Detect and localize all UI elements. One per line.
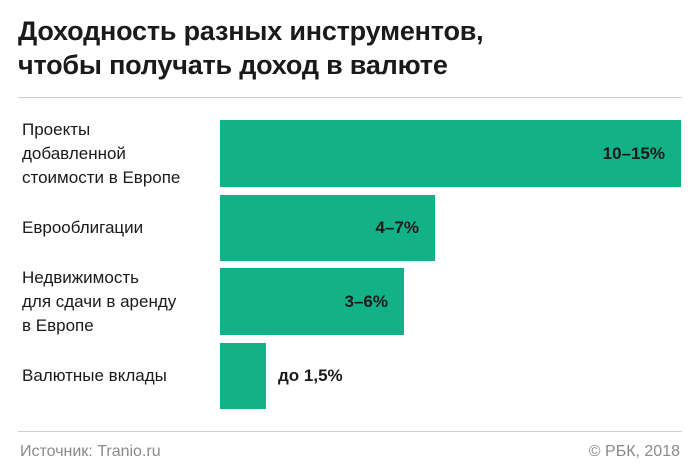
source-note: Источник: Tranio.ru xyxy=(20,443,161,460)
top-divider xyxy=(18,97,682,98)
bar xyxy=(220,268,404,335)
category-label: Недвижимость для сдачи в аренду в Европе xyxy=(22,267,177,335)
bar xyxy=(220,195,435,261)
copyright-note: © РБК, 2018 xyxy=(588,443,680,460)
chart-title: Доходность разных инструментов, чтобы по… xyxy=(18,14,682,82)
category-label: Еврооблигации xyxy=(22,218,144,237)
bar xyxy=(220,343,266,409)
category-label: Проекты добавленной стоимости в Европе xyxy=(22,119,181,187)
chart-title-line-1: Доходность разных инструментов, xyxy=(18,16,484,46)
value-label: 3–6% xyxy=(344,291,388,311)
value-label: 4–7% xyxy=(375,218,419,237)
value-label: до 1,5% xyxy=(278,366,343,385)
bottom-divider xyxy=(18,431,682,432)
bar xyxy=(220,120,681,187)
category-label: Валютные вклады xyxy=(22,366,167,385)
chart-title-line-2: чтобы получать доход в валюте xyxy=(18,50,448,80)
value-label: 10–15% xyxy=(602,143,665,163)
